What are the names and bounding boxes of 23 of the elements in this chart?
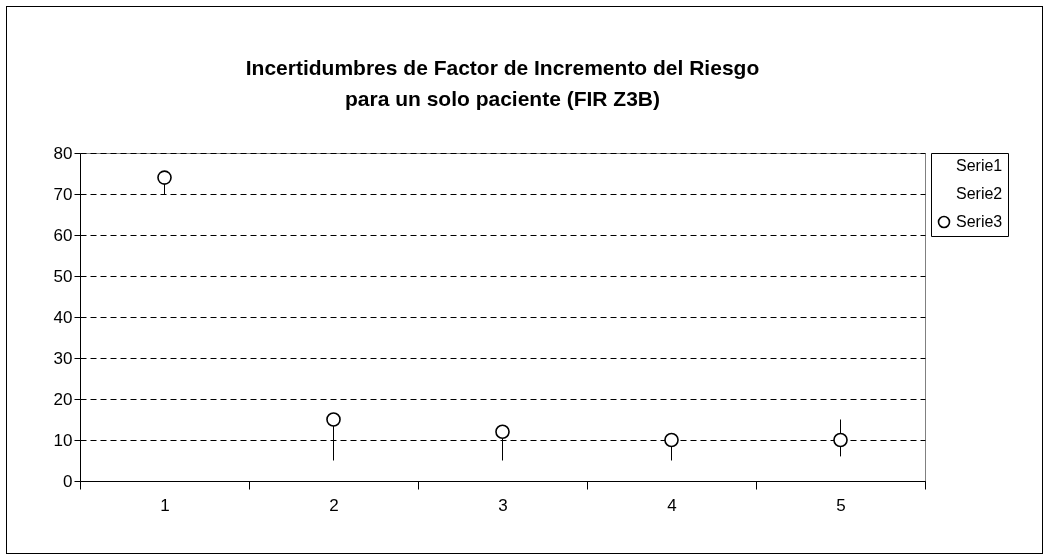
x-tick-label: 5 — [836, 495, 846, 515]
y-tick-label: 60 — [53, 225, 73, 245]
point — [664, 432, 679, 448]
y-tick-label: 20 — [53, 389, 73, 409]
chart-title: Incertidumbres de Factor de Incremento del Riesgo para un solo paciente (FIR Z3B) — [245, 56, 760, 110]
y-tick-label: 80 — [53, 143, 73, 163]
legend-label: Serie3 — [956, 213, 1003, 230]
x-tick-label: 4 — [667, 495, 677, 515]
y-tick-label: 0 — [63, 471, 73, 491]
text: Serie1 — [956, 157, 1003, 174]
y-tick-label: 70 — [53, 184, 73, 204]
y-tick-label: 10 — [53, 430, 73, 450]
text: Serie2 — [956, 185, 1003, 202]
x-tick-label: 3 — [498, 495, 508, 515]
point — [326, 412, 341, 427]
y-tick-label: 50 — [53, 266, 73, 286]
point — [157, 170, 172, 185]
y-tick-label: 30 — [53, 348, 73, 368]
y-tick-label: 40 — [53, 307, 73, 327]
x-tick-label: 2 — [329, 495, 339, 515]
point — [833, 432, 848, 448]
point — [495, 424, 510, 440]
x-tick-label: 1 — [160, 495, 170, 515]
